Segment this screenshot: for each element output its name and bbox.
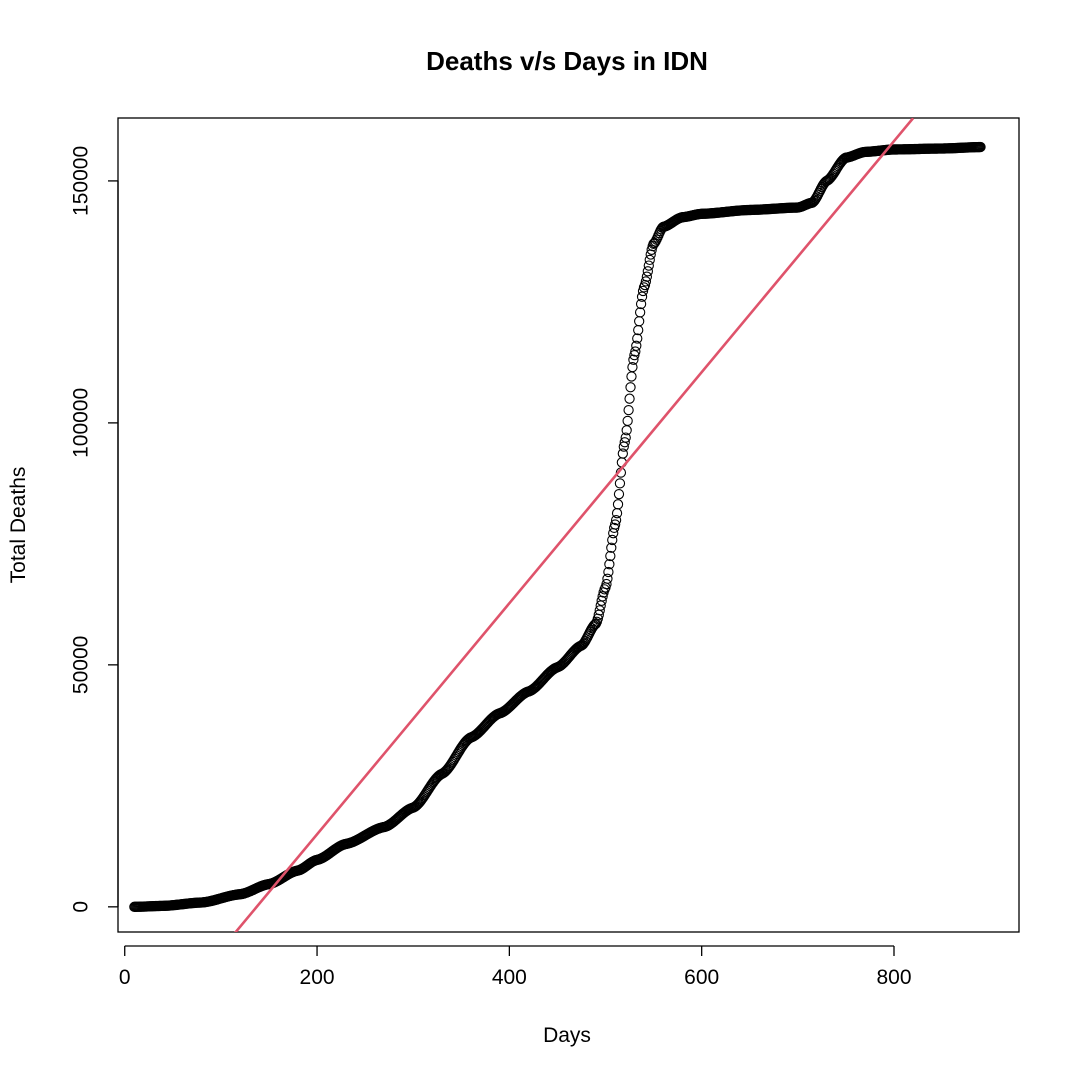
data-points [129, 141, 986, 912]
data-point [599, 584, 610, 595]
data-point [626, 371, 637, 382]
chart-title: Deaths v/s Days in IDN [426, 46, 708, 76]
data-point [975, 141, 986, 153]
data-point [604, 559, 615, 570]
data-point [619, 437, 630, 448]
data-point [643, 260, 654, 271]
data-point [589, 619, 601, 630]
data-point [610, 514, 622, 526]
x-tick-label: 400 [492, 966, 527, 989]
data-point [628, 354, 639, 365]
x-tick-label: 0 [119, 966, 131, 989]
data-point [631, 340, 642, 351]
x-axis: 0 200 400 600 800 [119, 945, 912, 989]
data-point [594, 605, 605, 616]
data-point [623, 404, 634, 416]
data-point [612, 499, 624, 510]
data-point [634, 316, 645, 327]
data-point [622, 415, 633, 427]
x-tick-label: 200 [300, 966, 335, 989]
data-point [613, 489, 625, 500]
y-tick-label: 50000 [69, 636, 92, 694]
data-point [630, 346, 641, 357]
data-point [609, 519, 621, 530]
data-point [625, 382, 636, 393]
data-point [642, 266, 653, 277]
y-tick-label: 100000 [69, 388, 92, 458]
data-point [607, 534, 618, 546]
trend-lines [234, 118, 915, 932]
data-point [634, 307, 646, 318]
data-point [597, 591, 608, 602]
data-point [617, 448, 628, 459]
y-axis: 0 50000 100000 150000 [69, 146, 119, 913]
data-point [601, 578, 612, 590]
x-tick-label: 600 [684, 966, 719, 989]
x-axis-label: Days [543, 1024, 591, 1047]
data-point [605, 550, 616, 562]
data-point [627, 361, 638, 373]
data-point [590, 618, 602, 629]
data-point [644, 254, 655, 266]
data-point [641, 271, 653, 282]
y-axis-label: Total Deaths [7, 467, 30, 584]
y-tick-label: 0 [69, 901, 92, 913]
data-point [640, 276, 652, 287]
data-point [603, 566, 614, 578]
data-point [602, 573, 613, 584]
regression-line [234, 118, 915, 932]
data-point [620, 432, 631, 443]
data-point [635, 298, 647, 310]
data-point [633, 324, 644, 336]
data-point [632, 333, 643, 344]
data-point [606, 542, 617, 553]
data-point [624, 393, 635, 404]
data-point [611, 508, 623, 519]
data-point [614, 478, 626, 489]
plot-area [117, 117, 1020, 933]
x-tick-label: 800 [876, 966, 911, 989]
y-tick-label: 150000 [69, 146, 92, 216]
data-point [646, 244, 657, 255]
